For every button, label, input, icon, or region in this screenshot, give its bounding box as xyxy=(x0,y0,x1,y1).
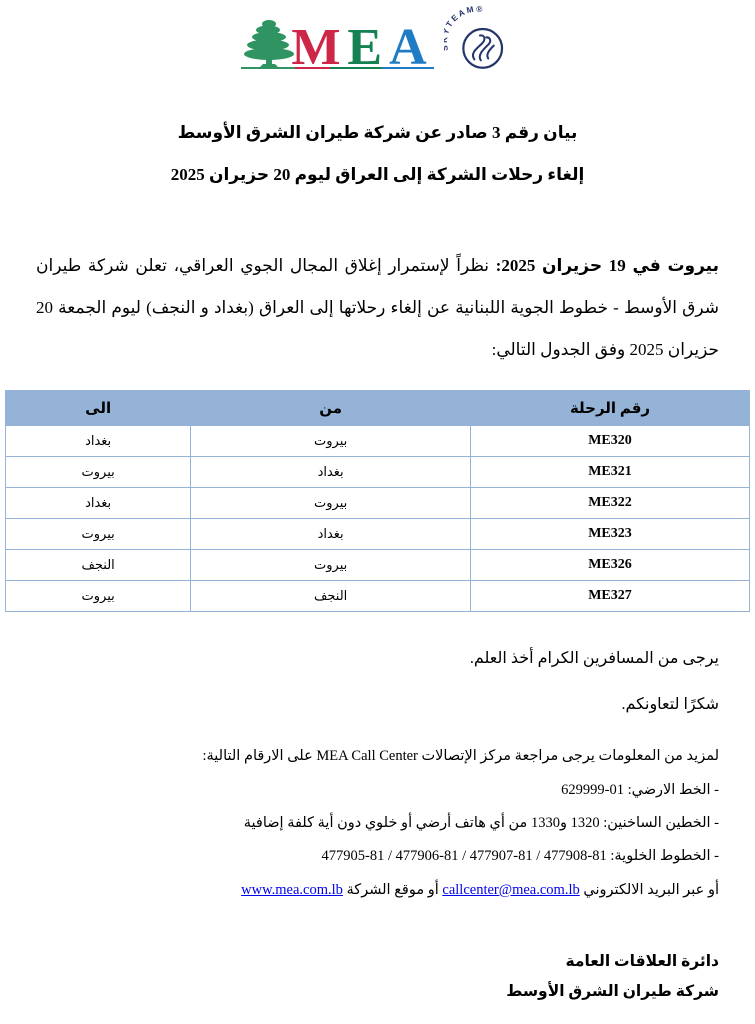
landline-line: - الخط الارضي: 01-629999 xyxy=(561,781,719,798)
mobile-lines-line: - الخطوط الخلوية: 81-477908 / 81-477907 … xyxy=(321,848,719,865)
cell-from: بيروت xyxy=(190,549,471,582)
email-prefix-text: أو عبر البريد الالكتروني xyxy=(579,881,719,898)
cancelled-flights-table: رقم الرحلة من الى ME320 بيروت بغداد ME32… xyxy=(4,390,750,613)
cell-to: بيروت xyxy=(4,580,192,613)
table-row: ME327 النجف بيروت xyxy=(4,580,750,613)
mea-logo: MEA SKYTEAM® xyxy=(36,6,719,74)
header-flight-number: رقم الرحلة xyxy=(470,390,750,427)
cell-to: بيروت xyxy=(4,518,192,551)
cell-flight: ME321 xyxy=(470,456,750,489)
skyteam-logo: SKYTEAM® xyxy=(444,6,503,69)
cell-to: بغداد xyxy=(4,425,192,458)
table-header-row: رقم الرحلة من الى xyxy=(4,390,750,427)
cell-from: بغداد xyxy=(190,518,471,551)
table-row: ME322 بيروت بغداد xyxy=(4,487,750,520)
table-row: ME326 بيروت النجف xyxy=(4,549,750,582)
cedar-tree-icon xyxy=(243,20,296,69)
signature-company: شركة طيران الشرق الأوسط xyxy=(506,983,719,1001)
cell-from: بيروت xyxy=(190,487,471,520)
table-row: ME320 بيروت بغداد xyxy=(4,425,750,458)
contact-intro-prefix: لمزيد من المعلومات يرجى مراجعة مركز الإت… xyxy=(417,748,719,765)
signature-department: دائرة العلاقات العامة xyxy=(565,952,719,970)
header-to: الى xyxy=(4,390,192,427)
table-row: ME323 بغداد بيروت xyxy=(4,518,750,551)
contact-section: لمزيد من المعلومات يرجى مراجعة مركز الإت… xyxy=(36,740,720,907)
email-mid-text: أو موقع الشركة xyxy=(342,881,443,898)
contact-intro-suffix: على الارقام التالية: xyxy=(202,748,317,765)
table-row: ME321 بغداد بيروت xyxy=(4,456,750,489)
mea-letter-m: M xyxy=(291,19,348,77)
page-title-line2: إلغاء رحلات الشركة إلى العراق ليوم 20 حز… xyxy=(170,164,585,184)
cell-flight: ME320 xyxy=(470,425,750,458)
cell-to: بغداد xyxy=(4,487,192,520)
document-title-block: بيان رقم 3 صادر عن شركة طيران الشرق الأو… xyxy=(36,112,719,195)
cell-from: بغداد xyxy=(190,456,471,489)
email-website-line: أو عبر البريد الالكتروني callcenter@mea.… xyxy=(36,874,719,907)
cell-to: بيروت xyxy=(4,456,192,489)
thanks-note: شكرًا لتعاونكم. xyxy=(621,696,719,714)
hotlines-line: - الخطين الساخنين: 1320 و1330 من أي هاتف… xyxy=(243,814,719,831)
email-link[interactable]: callcenter@mea.com.lb xyxy=(442,881,580,898)
cell-flight: ME326 xyxy=(470,549,750,582)
mea-letter-e: E xyxy=(347,19,390,77)
mea-letter-a: A xyxy=(389,19,434,77)
cell-flight: ME323 xyxy=(470,518,750,551)
cell-to: النجف xyxy=(4,549,192,582)
page-title-line1: بيان رقم 3 صادر عن شركة طيران الشرق الأو… xyxy=(177,123,578,142)
mea-wordmark: MEA xyxy=(291,22,433,74)
cell-flight: ME327 xyxy=(470,580,750,613)
intro-paragraph: بيروت في 19 حزيران 2025: نظراً لإستمرار … xyxy=(36,245,719,370)
contact-intro-line: لمزيد من المعلومات يرجى مراجعة مركز الإت… xyxy=(36,740,720,773)
intro-dateline: بيروت في 19 حزيران 2025: xyxy=(495,256,719,276)
cell-flight: ME322 xyxy=(470,487,750,520)
cell-from: بيروت xyxy=(190,425,471,458)
header-from: من xyxy=(190,390,471,427)
flight-table-body: ME320 بيروت بغداد ME321 بغداد بيروت ME32… xyxy=(4,425,750,613)
call-center-name: MEA Call Center xyxy=(316,748,418,765)
intro-body-text: نظراً لإستمرار إغلاق المجال الجوي العراق… xyxy=(36,256,719,359)
signature-block: دائرة العلاقات العامة شركة طيران الشرق ا… xyxy=(36,947,719,1007)
passengers-note: يرجى من المسافرين الكرام أخذ العلم. xyxy=(469,650,719,668)
mea-logo-main: MEA xyxy=(241,14,435,74)
cell-from: النجف xyxy=(190,580,471,613)
website-link[interactable]: www.mea.com.lb xyxy=(241,881,343,898)
